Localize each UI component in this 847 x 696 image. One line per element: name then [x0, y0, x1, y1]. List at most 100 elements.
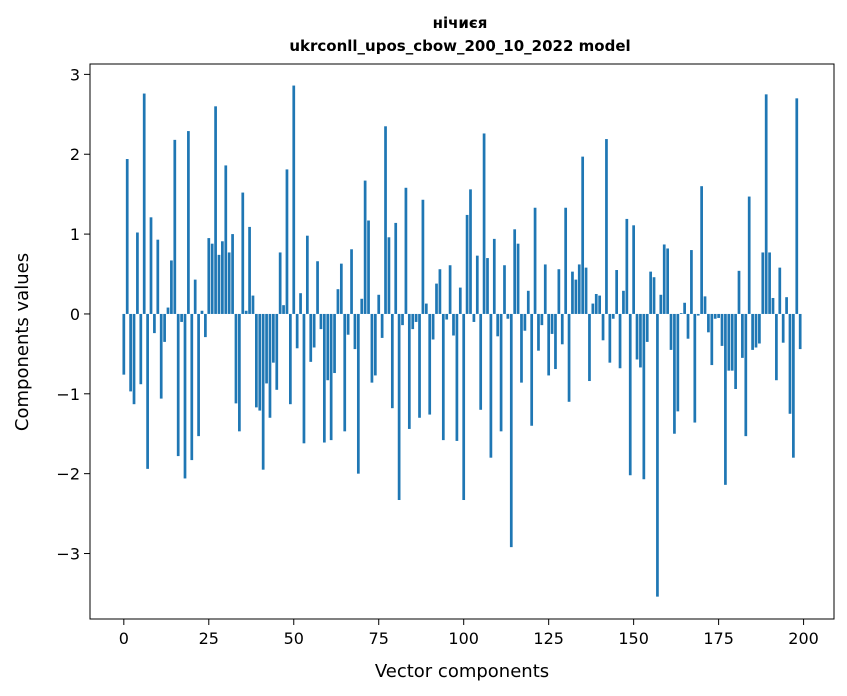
- bar-89: [424, 303, 428, 314]
- y-tick-label--3: −3: [56, 545, 80, 564]
- bar-142: [605, 139, 608, 314]
- bar-50: [292, 85, 296, 314]
- bar-13: [166, 307, 170, 314]
- y-axis-ticks: −3 −2 −1 0 1 2 3: [56, 65, 90, 564]
- bar-74: [373, 313, 377, 376]
- bar-4: [136, 232, 139, 314]
- bar-58: [319, 313, 323, 330]
- bar-41: [261, 313, 265, 470]
- bar-43: [268, 313, 272, 418]
- bar-140: [598, 295, 602, 314]
- bar-108: [489, 313, 493, 458]
- bar-90: [428, 313, 432, 415]
- bar-118: [523, 313, 527, 331]
- bar-195: [785, 297, 788, 314]
- bar-93: [438, 269, 442, 314]
- bar-92: [435, 283, 438, 314]
- bar-23: [200, 310, 204, 314]
- bar-28: [217, 254, 221, 314]
- bar-177: [724, 313, 727, 485]
- bar-194: [781, 313, 785, 343]
- bar-55: [309, 313, 313, 362]
- bar-135: [581, 156, 585, 314]
- bar-7: [146, 313, 149, 469]
- bar-137: [588, 313, 591, 382]
- bar-172: [707, 313, 710, 333]
- chart-title-line1: нічиєя: [433, 14, 488, 32]
- bar-11: [159, 313, 163, 399]
- bar-138: [591, 303, 595, 314]
- bar-196: [788, 313, 792, 414]
- bar-44: [272, 313, 275, 363]
- bar-110: [496, 313, 500, 337]
- bar-6: [142, 93, 146, 314]
- bar-48: [285, 169, 289, 314]
- bar-160: [666, 248, 669, 314]
- bar-8: [149, 217, 153, 314]
- bar-104: [475, 255, 479, 314]
- bar-40: [258, 313, 262, 411]
- bar-84: [407, 313, 411, 429]
- bar-133: [574, 279, 578, 314]
- bar-139: [594, 293, 598, 314]
- bar-185: [751, 313, 754, 350]
- bar-86: [414, 313, 418, 322]
- bar-174: [713, 313, 717, 319]
- bar-75: [377, 294, 381, 314]
- bar-112: [503, 265, 506, 314]
- bar-157: [656, 313, 659, 597]
- bar-79: [390, 313, 394, 409]
- bar-63: [336, 289, 340, 314]
- bar-72: [367, 220, 370, 314]
- bar-192: [775, 313, 778, 381]
- x-axis-label: Vector components: [375, 661, 549, 682]
- bar-76: [380, 313, 384, 338]
- bar-156: [652, 277, 656, 314]
- bar-111: [499, 313, 503, 432]
- bar-183: [744, 313, 748, 437]
- bar-39: [255, 313, 258, 408]
- bar-65: [343, 313, 347, 432]
- bar-197: [792, 313, 795, 458]
- bar-15: [173, 139, 177, 314]
- bar-134: [577, 264, 581, 314]
- bar-18: [183, 313, 187, 479]
- bar-187: [758, 313, 761, 344]
- bar-73: [370, 313, 374, 383]
- bar-52: [299, 293, 302, 314]
- bar-146: [618, 313, 622, 369]
- bar-20: [190, 313, 194, 461]
- bar-94: [441, 313, 445, 441]
- bar-24: [204, 313, 207, 338]
- bar-109: [492, 238, 496, 314]
- bar-31: [227, 252, 231, 314]
- x-tick-label-175: 175: [703, 629, 734, 648]
- bar-161: [669, 313, 673, 350]
- bar-14: [170, 260, 173, 314]
- plot-area-frame: [89, 63, 835, 620]
- bar-169: [696, 313, 700, 316]
- x-tick-label-200: 200: [788, 629, 819, 648]
- bar-162: [673, 313, 676, 434]
- bar-168: [693, 313, 697, 423]
- bar-107: [486, 258, 489, 314]
- bar-122: [537, 313, 540, 351]
- bar-68: [353, 313, 357, 350]
- bar-45: [275, 313, 279, 390]
- bar-152: [639, 313, 642, 368]
- bar-128: [557, 269, 561, 314]
- bar-66: [346, 313, 350, 335]
- bar-153: [642, 313, 646, 480]
- bar-9: [153, 313, 156, 334]
- bar-171: [703, 296, 707, 314]
- bar-85: [411, 313, 415, 330]
- bar-164: [679, 313, 683, 314]
- bars-group: [122, 85, 802, 597]
- bar-150: [632, 225, 635, 314]
- bar-136: [584, 267, 588, 314]
- bar-61: [329, 313, 333, 441]
- bar-147: [622, 290, 625, 314]
- bar-12: [163, 313, 166, 342]
